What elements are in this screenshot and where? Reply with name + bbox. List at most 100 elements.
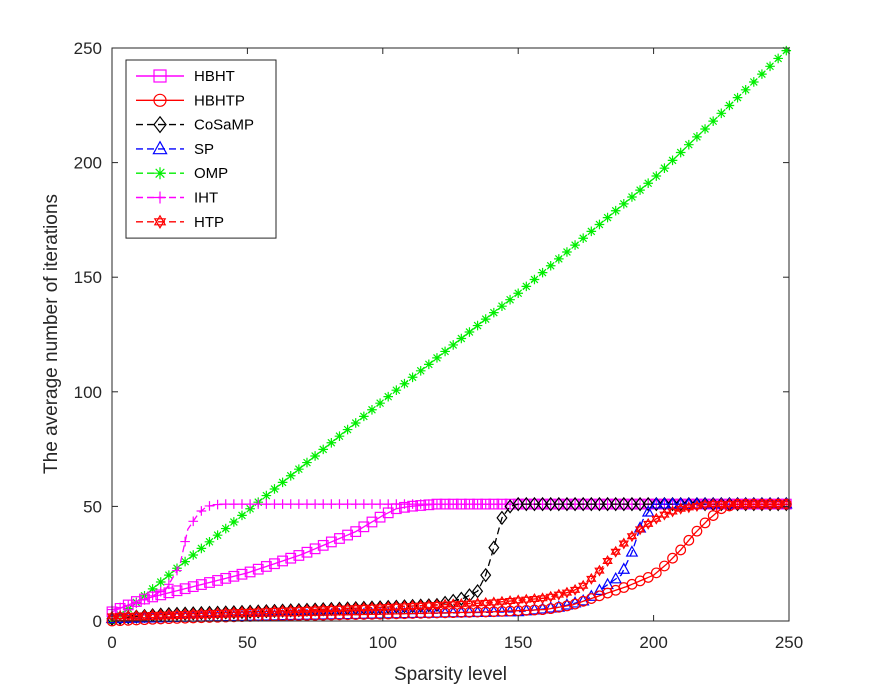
series-point-htp [561, 586, 573, 599]
series-point-iht [424, 499, 434, 509]
series-point-hbht [236, 568, 248, 580]
series-point-cosamp [666, 496, 679, 512]
series-point-hbht [342, 529, 353, 541]
series-point-omp [513, 288, 523, 299]
series-point-omp [570, 240, 580, 250]
series-point-hbhtp [358, 609, 370, 620]
series-point-htp [253, 605, 264, 618]
series-point-cosamp [585, 496, 597, 512]
series-point-omp [659, 163, 670, 173]
series-point-hbhtp [399, 608, 410, 620]
series-point-hbhtp [529, 604, 540, 616]
series-point-sp [130, 611, 143, 623]
series-point-omp [545, 260, 556, 271]
series-point-hbhtp [748, 498, 760, 510]
series-point-omp [529, 274, 540, 285]
series-point-htp [114, 610, 126, 623]
series-point-htp [716, 498, 727, 511]
series-point-sp [373, 607, 387, 619]
series-point-omp [261, 490, 272, 501]
series-point-omp [269, 484, 280, 494]
series-point-omp [204, 536, 215, 547]
series-point-omp [229, 517, 239, 527]
y-tick-label: 50 [83, 497, 102, 516]
series-point-omp [781, 45, 792, 56]
series-point-iht [294, 499, 304, 509]
series-point-sp [227, 609, 241, 622]
series-point-hbht [228, 570, 240, 582]
series-point-hbht [309, 543, 321, 555]
series-point-iht [131, 598, 142, 609]
series-point-hbhtp [732, 498, 743, 510]
series-point-omp [489, 307, 499, 318]
series-point-htp [545, 590, 556, 603]
series-point-hbhtp [699, 517, 711, 529]
series-point-omp [562, 247, 572, 257]
series-point-hbhtp [179, 612, 191, 624]
series-point-sp [650, 497, 663, 509]
legend-label-cosamp: CoSaMP [194, 117, 254, 134]
series-point-omp [432, 353, 442, 363]
series-point-sp [422, 606, 436, 618]
series-point-omp [635, 185, 645, 195]
series-point-hbhtp [204, 612, 215, 623]
series-point-hbht [212, 575, 224, 586]
x-tick-label: 50 [238, 633, 257, 652]
series-point-hbhtp [407, 608, 418, 619]
series-point-cosamp [528, 496, 541, 512]
legend-label-omp: OMP [194, 165, 228, 182]
series-point-htp [464, 597, 475, 610]
series-point-htp [504, 595, 516, 608]
y-tick-label: 150 [74, 268, 102, 287]
series-point-omp [578, 233, 588, 244]
legend-label-hbhtp: HBHTP [194, 92, 245, 109]
series-point-cosamp [545, 496, 557, 512]
series-point-omp [359, 411, 369, 422]
series-point-hbht [325, 536, 337, 548]
series-point-hbhtp [342, 609, 353, 621]
series-point-hbht [244, 566, 256, 578]
series-point-sp [113, 611, 127, 624]
series-point-htp [480, 596, 491, 609]
series-point-iht [261, 499, 272, 509]
series-point-hbhtp [122, 614, 134, 626]
series-point-htp [691, 499, 703, 512]
series-point-iht [237, 499, 247, 509]
series-point-htp [529, 592, 540, 606]
series-point-iht [188, 516, 199, 527]
series-point-omp [643, 178, 653, 189]
series-point-omp [237, 510, 247, 521]
series-point-omp [440, 346, 450, 357]
series-point-htp [675, 502, 686, 515]
series-point-omp [285, 470, 296, 481]
series-point-omp [220, 523, 231, 534]
series-point-htp [602, 554, 613, 567]
series-point-cosamp [626, 496, 638, 512]
series-point-hbhtp [707, 510, 719, 521]
legend-label-htp: HTP [194, 214, 224, 231]
series-point-htp [756, 498, 768, 511]
series-point-hbht [171, 585, 183, 597]
series-point-iht [456, 499, 467, 509]
series-point-iht [245, 499, 255, 509]
series-point-hbhtp [301, 610, 313, 621]
series-point-hbhtp [691, 525, 703, 537]
series-point-omp [147, 584, 158, 594]
series-point-sp [666, 497, 679, 509]
series-point-omp [692, 132, 702, 142]
series-point-sp [585, 589, 598, 601]
series-point-htp [228, 606, 240, 619]
y-tick-label: 250 [74, 39, 102, 58]
legend-marker-cosamp [153, 115, 167, 134]
series-point-sp [528, 602, 541, 615]
series-point-omp [188, 550, 199, 560]
x-axis-label: Sparsity level [394, 664, 507, 685]
series-point-iht [318, 499, 329, 509]
legend: HBHT HBHTP CoSaMP SP OMP IHT HTP [125, 59, 277, 239]
series-point-hbht [269, 558, 280, 570]
series-point-iht [285, 499, 296, 509]
series-point-htp [748, 498, 759, 511]
series-point-omp [472, 320, 483, 331]
series-point-omp [367, 404, 377, 415]
series-point-hbhtp [756, 498, 768, 510]
